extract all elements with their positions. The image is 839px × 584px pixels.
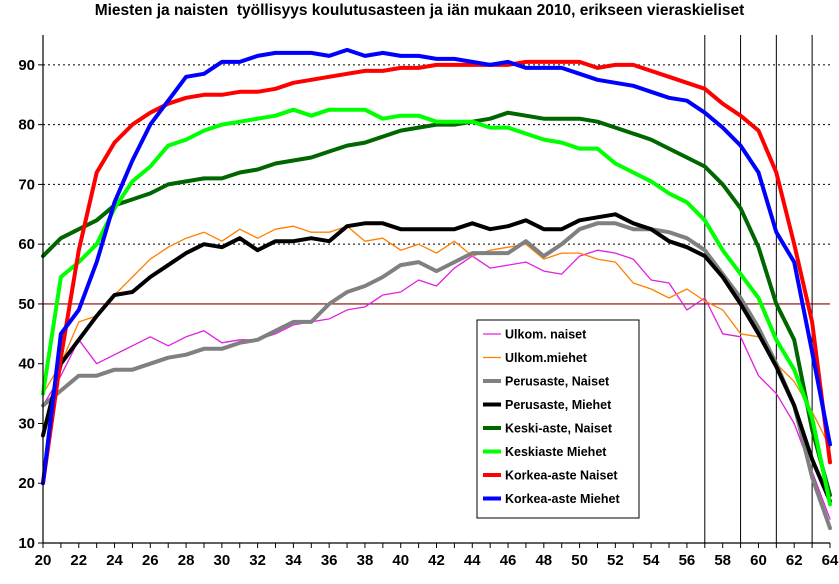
- legend-label-8: Korkea-aste Miehet: [505, 492, 620, 506]
- x-tick-label-54: 54: [643, 552, 660, 569]
- series-line-7: [41, 59, 832, 486]
- x-tick-label-38: 38: [357, 552, 374, 569]
- x-tick-label-42: 42: [428, 552, 445, 569]
- legend-label-1: Ulkom. naiset: [505, 328, 587, 342]
- legend-label-5: Keski-aste, Naiset: [505, 422, 613, 436]
- x-tick-label-64: 64: [822, 552, 839, 569]
- legend-label-6: Keskiaste Miehet: [505, 445, 607, 459]
- y-tick-label-10: 10: [18, 535, 35, 552]
- x-tick-label-56: 56: [679, 552, 696, 569]
- x-tick-label-40: 40: [392, 552, 409, 569]
- y-tick-label-40: 40: [18, 356, 35, 373]
- x-tick-label-46: 46: [500, 552, 517, 569]
- x-tick-label-58: 58: [714, 552, 731, 569]
- legend: Ulkom. naiset Ulkom.miehet Perusaste, Nais…: [476, 319, 640, 519]
- y-tick-label-70: 70: [18, 176, 35, 193]
- legend-box: [476, 319, 640, 519]
- x-tick-label-26: 26: [142, 552, 159, 569]
- series-line-3: [41, 221, 832, 531]
- x-tick-label-28: 28: [178, 552, 195, 569]
- vertical-marker-layer: [704, 35, 813, 543]
- series-line-5: [41, 110, 832, 498]
- y-tick-label-60: 60: [18, 236, 35, 253]
- series-line-2: [42, 225, 831, 449]
- chart-title: Miesten ja naisten työllisyys koulutusas…: [94, 2, 745, 19]
- y-tick-label-80: 80: [18, 117, 35, 134]
- x-tick-label-34: 34: [285, 552, 302, 569]
- x-tick-label-60: 60: [750, 552, 767, 569]
- x-tick-label-32: 32: [249, 552, 266, 569]
- x-tick-label-44: 44: [464, 552, 481, 569]
- y-tick-label-90: 90: [18, 57, 35, 74]
- legend-label-7: Korkea-aste Naiset: [505, 469, 618, 483]
- y-tick-label-50: 50: [18, 296, 35, 313]
- y-tick-label-30: 30: [18, 415, 35, 432]
- x-tick-label-20: 20: [35, 552, 52, 569]
- series-line-4: [41, 212, 832, 504]
- x-tick-label-48: 48: [535, 552, 552, 569]
- legend-label-3: Perusaste, Naiset: [505, 375, 610, 389]
- x-tick-label-36: 36: [321, 552, 338, 569]
- x-tick-label-50: 50: [571, 552, 588, 569]
- x-tick-label-22: 22: [70, 552, 87, 569]
- y-tick-label-20: 20: [18, 475, 35, 492]
- series-line-6: [41, 107, 832, 507]
- x-tick-label-24: 24: [106, 552, 123, 569]
- x-tick-label-30: 30: [214, 552, 231, 569]
- series-line-8: [41, 47, 832, 486]
- x-tick-label-62: 62: [786, 552, 803, 569]
- x-tick-label-52: 52: [607, 552, 624, 569]
- legend-label-2: Ulkom.miehet: [505, 351, 588, 365]
- series-layer: [41, 47, 832, 531]
- series-line-1: [42, 249, 831, 520]
- legend-label-4: Perusaste, Miehet: [505, 398, 612, 412]
